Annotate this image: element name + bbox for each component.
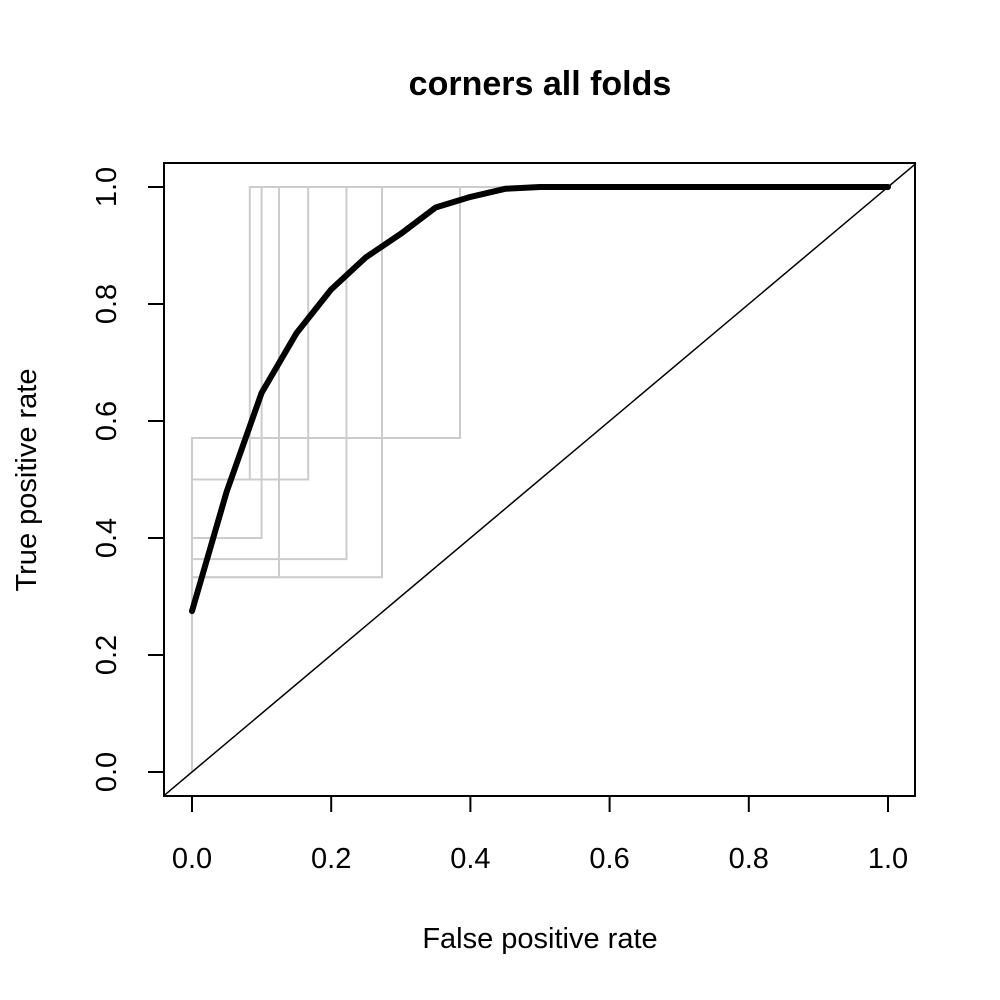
y-tick-label: 1.0 bbox=[91, 167, 123, 207]
chance-diagonal-layer bbox=[163, 163, 917, 796]
chart-title: corners all folds bbox=[409, 65, 672, 103]
y-tick-label: 0.0 bbox=[91, 752, 123, 792]
y-tick-label: 0.2 bbox=[91, 635, 123, 675]
x-tick-label: 0.0 bbox=[172, 843, 212, 875]
x-tick-label: 0.6 bbox=[589, 843, 629, 875]
x-tick-label: 1.0 bbox=[868, 843, 908, 875]
average-curve-layer bbox=[189, 184, 891, 615]
x-tick-label: 0.2 bbox=[311, 843, 351, 875]
x-tick-label: 0.8 bbox=[729, 843, 769, 875]
y-axis-label: True positive rate bbox=[11, 369, 43, 592]
x-axis: 0.0 0.2 0.4 0.6 0.8 1.0 bbox=[172, 795, 908, 875]
chance-diagonal bbox=[163, 163, 917, 796]
average-roc-curve bbox=[189, 184, 891, 615]
x-axis-label: False positive rate bbox=[422, 923, 657, 955]
x-tick-label: 0.4 bbox=[450, 843, 490, 875]
y-tick-label: 0.6 bbox=[91, 401, 123, 441]
y-tick-label: 0.8 bbox=[91, 284, 123, 324]
y-tick-label: 0.4 bbox=[91, 518, 123, 558]
y-axis: 0.0 0.2 0.4 0.6 0.8 1.0 bbox=[91, 167, 165, 792]
